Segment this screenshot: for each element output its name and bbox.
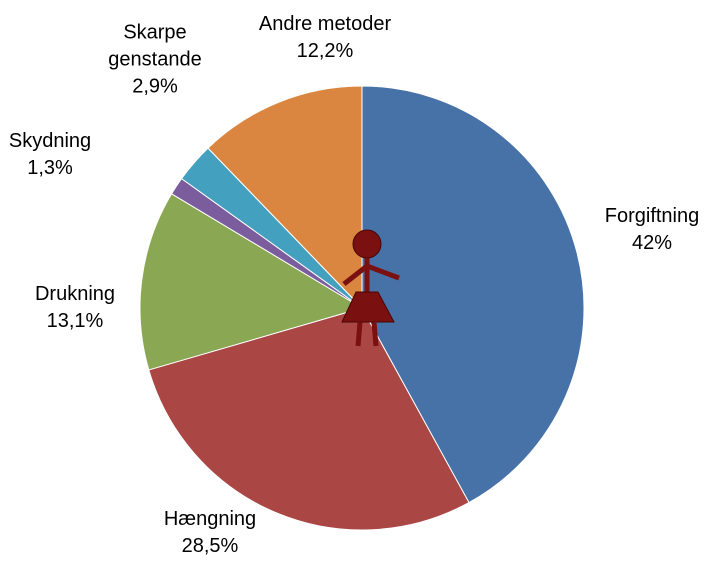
slice	[148, 307, 470, 531]
value-label: 12,2%	[296, 40, 354, 62]
category-label: Skarpe genstande	[108, 21, 202, 71]
category-label: Forgiftning	[604, 205, 700, 227]
slice-label: Drukning 13,1%	[35, 281, 115, 335]
value-label: 2,9%	[132, 75, 178, 98]
slice	[207, 85, 363, 310]
category-label: Skydning	[8, 130, 92, 152]
slice-label: Skarpe genstande 2,9%	[100, 20, 210, 101]
slice	[139, 193, 364, 371]
value-label: 13,1%	[46, 310, 104, 332]
value-label: 28,5%	[181, 535, 239, 557]
slice-label: Forgiftning 42%	[605, 203, 700, 257]
figure-icon	[341, 229, 400, 347]
value-label: 1,3%	[27, 157, 73, 179]
category-label: Drukning	[34, 283, 116, 305]
category-label: Hængning	[163, 508, 257, 530]
slice-label: Andre metoder 12,2%	[259, 11, 391, 65]
value-label: 42%	[631, 232, 673, 254]
slice-label: Skydning 1,3%	[9, 128, 91, 182]
slice	[361, 85, 585, 504]
category-label: Andre metoder	[258, 13, 392, 35]
slice-label: Hængning 28,5%	[164, 506, 256, 560]
